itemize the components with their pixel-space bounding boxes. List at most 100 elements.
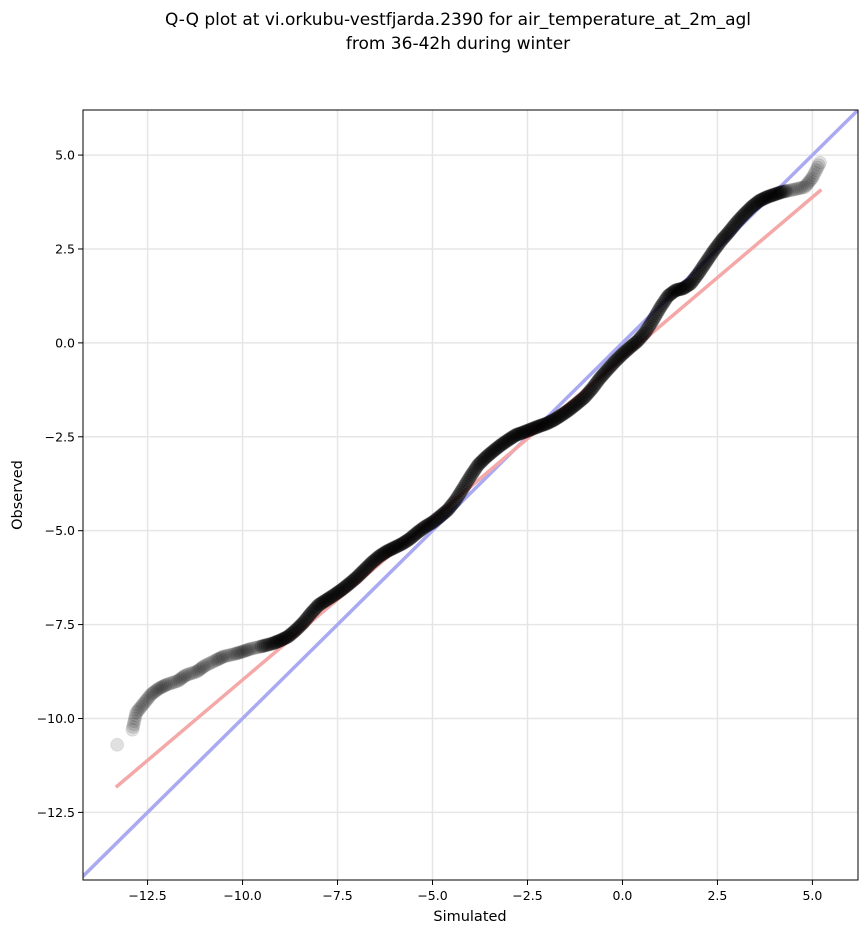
data-point [376, 546, 391, 561]
data-point [215, 650, 230, 665]
data-point [509, 427, 524, 442]
data-point [379, 544, 394, 559]
data-point [322, 590, 337, 605]
data-point [485, 445, 500, 460]
data-point [276, 632, 291, 647]
data-point [511, 427, 526, 442]
data-point [279, 630, 294, 645]
data-point [443, 499, 458, 514]
data-point [563, 401, 578, 416]
data-point [696, 258, 711, 273]
data-point [291, 620, 306, 635]
data-point [700, 253, 715, 268]
data-point [154, 680, 169, 695]
identity-line [83, 110, 858, 879]
data-point [634, 329, 649, 344]
data-point [248, 640, 263, 655]
data-point [188, 665, 203, 680]
data-point [452, 487, 467, 502]
data-point [143, 688, 158, 703]
data-point [602, 360, 617, 375]
chart-title: Q-Q plot at vi.orkubu-vestfjarda.2390 fo… [165, 10, 751, 30]
data-point [203, 656, 218, 671]
data-point [340, 578, 355, 593]
data-point [704, 247, 719, 262]
data-point [157, 678, 172, 693]
data-point [205, 655, 220, 670]
y-tick-label: −10.0 [37, 711, 75, 726]
data-point [136, 696, 151, 711]
data-point [682, 277, 697, 292]
data-point [252, 639, 267, 654]
data-point [667, 284, 682, 299]
data-point [766, 187, 781, 202]
data-point [455, 481, 470, 496]
data-point [458, 477, 473, 492]
data-point [141, 690, 156, 705]
data-point [467, 463, 482, 478]
data-point [449, 491, 464, 506]
data-point [596, 367, 611, 382]
data-point [199, 657, 214, 672]
y-tick-label: −2.5 [45, 429, 75, 444]
data-point [378, 545, 393, 560]
data-point [636, 326, 651, 341]
data-point [127, 711, 142, 726]
data-point [283, 627, 298, 642]
data-point [293, 618, 308, 633]
data-point [415, 521, 430, 536]
data-point [445, 496, 460, 511]
data-point [227, 646, 242, 661]
data-point [274, 632, 289, 647]
data-point [802, 173, 817, 188]
data-point [338, 580, 353, 595]
data-point [512, 426, 527, 441]
x-tick-label: 5.0 [802, 888, 822, 903]
data-point [782, 183, 797, 198]
data-point [329, 586, 344, 601]
grid [83, 110, 858, 880]
data-point [767, 187, 782, 202]
data-point [388, 539, 403, 554]
data-point [759, 190, 774, 205]
data-point [278, 630, 293, 645]
data-point [526, 421, 541, 436]
data-point [258, 638, 273, 653]
data-point [460, 473, 475, 488]
data-point [564, 400, 579, 415]
data-point [680, 278, 695, 293]
data-point [640, 321, 655, 336]
data-point [497, 435, 512, 450]
data-point [761, 189, 776, 204]
data-point [545, 413, 560, 428]
data-point [810, 160, 825, 175]
data-point [167, 675, 182, 690]
data-point [362, 558, 377, 573]
data-point [231, 645, 246, 660]
y-axis-label: Observed [10, 460, 26, 530]
data-point [805, 170, 820, 185]
data-point [314, 596, 329, 611]
data-point [267, 635, 282, 650]
data-point [310, 599, 325, 614]
data-point [669, 282, 684, 297]
data-point [368, 552, 383, 567]
data-point [490, 441, 505, 456]
data-point [238, 643, 253, 658]
data-point [797, 180, 812, 194]
data-point [146, 685, 161, 700]
data-point [529, 420, 544, 435]
data-point [384, 541, 399, 556]
data-point [617, 344, 632, 359]
data-point [211, 652, 226, 667]
data-point [128, 708, 143, 723]
data-point [430, 511, 445, 526]
data-point [655, 296, 670, 311]
data-point [623, 340, 638, 355]
data-point [538, 417, 553, 432]
data-point [407, 527, 422, 542]
data-point [668, 283, 683, 298]
data-point [621, 341, 636, 356]
data-point [500, 433, 515, 448]
data-point [481, 448, 496, 463]
